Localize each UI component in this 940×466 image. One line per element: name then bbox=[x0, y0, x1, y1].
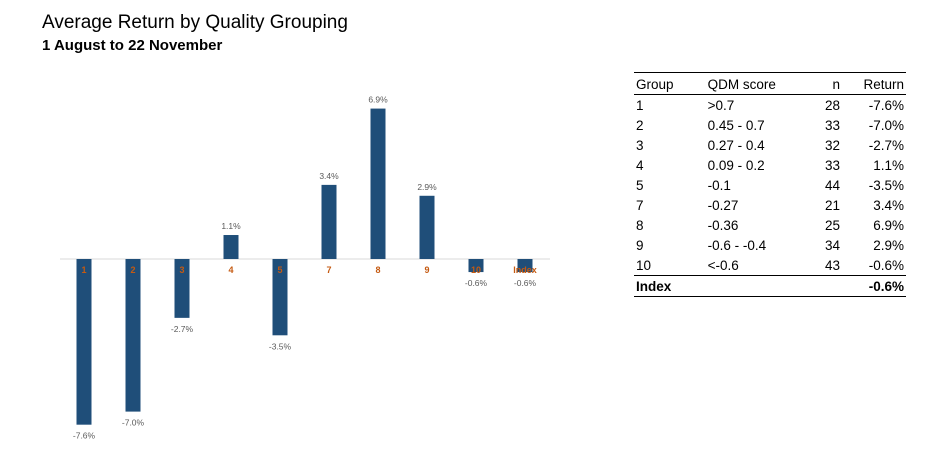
cell-n: 43 bbox=[824, 257, 841, 273]
chart-title: Average Return by Quality Grouping bbox=[42, 12, 348, 33]
bar bbox=[272, 259, 288, 336]
table-row: 10 <-0.6 43 -0.6% bbox=[634, 255, 906, 276]
bar bbox=[76, 259, 92, 425]
cell-n: 33 bbox=[824, 157, 841, 173]
bar bbox=[223, 235, 239, 259]
cell-return: -2.7% bbox=[868, 137, 904, 153]
cell-qdm-score: -0.27 bbox=[707, 197, 739, 213]
data-label: 6.9% bbox=[368, 95, 388, 105]
cell-group: 1 bbox=[636, 97, 644, 113]
category-label: Index bbox=[513, 265, 537, 275]
cell-qdm-score: -0.6 - -0.4 bbox=[707, 237, 767, 253]
cell-qdm-score: 0.09 - 0.2 bbox=[707, 157, 765, 173]
table-row: 9 -0.6 - -0.4 34 2.9% bbox=[634, 235, 906, 255]
table-header-row: Group QDM score n Return bbox=[634, 72, 906, 95]
footer-qdm-score bbox=[694, 276, 815, 297]
cell-n: 32 bbox=[824, 137, 841, 153]
cell-group: 9 bbox=[636, 237, 644, 253]
category-label: 1 bbox=[81, 265, 86, 275]
table-row: 1 >0.7 28 -7.6% bbox=[634, 95, 906, 116]
table-row: 2 0.45 - 0.7 33 -7.0% bbox=[634, 115, 906, 135]
data-label: -0.6% bbox=[465, 278, 488, 288]
header-return: Return bbox=[863, 76, 904, 92]
bar bbox=[517, 259, 533, 273]
cell-return: 6.9% bbox=[873, 217, 904, 233]
cell-n: 44 bbox=[824, 177, 841, 193]
data-label: -7.0% bbox=[122, 418, 145, 428]
table-row: 8 -0.36 25 6.9% bbox=[634, 215, 906, 235]
cell-return: 3.4% bbox=[873, 197, 904, 213]
bar bbox=[174, 259, 190, 318]
cell-n: 34 bbox=[824, 237, 841, 253]
cell-n: 25 bbox=[824, 217, 841, 233]
bar bbox=[419, 195, 435, 259]
chart-subtitle: 1 August to 22 November bbox=[42, 37, 223, 54]
data-label: -2.7% bbox=[171, 324, 194, 334]
cell-group: 2 bbox=[636, 117, 644, 133]
data-label: -3.5% bbox=[269, 341, 292, 351]
cell-return: 2.9% bbox=[873, 237, 904, 253]
header-n: n bbox=[832, 76, 841, 92]
category-label: 2 bbox=[130, 265, 135, 275]
cell-qdm-score: 0.27 - 0.4 bbox=[707, 137, 765, 153]
table-footer-row: Index -0.6% bbox=[634, 275, 906, 297]
category-label: 4 bbox=[228, 265, 233, 275]
cell-n: 21 bbox=[824, 197, 841, 213]
category-label: 9 bbox=[424, 265, 429, 275]
cell-return: 1.1% bbox=[873, 157, 904, 173]
data-label: -0.6% bbox=[514, 278, 537, 288]
category-label: 10 bbox=[471, 265, 481, 275]
data-label: 1.1% bbox=[221, 221, 241, 231]
category-label: 7 bbox=[326, 265, 331, 275]
table-row: 4 0.09 - 0.2 33 1.1% bbox=[634, 155, 906, 175]
footer-n bbox=[815, 276, 842, 297]
table-row: 3 0.27 - 0.4 32 -2.7% bbox=[634, 135, 906, 155]
cell-qdm-score: <-0.6 bbox=[707, 257, 739, 273]
bar bbox=[370, 108, 386, 259]
cell-return: -7.0% bbox=[868, 117, 904, 133]
cell-group: 10 bbox=[636, 257, 652, 273]
cell-group: 8 bbox=[636, 217, 644, 233]
cell-group: 5 bbox=[636, 177, 644, 193]
cell-return: -0.6% bbox=[868, 257, 904, 273]
category-label: 5 bbox=[277, 265, 282, 275]
cell-qdm-score: 0.45 - 0.7 bbox=[707, 117, 765, 133]
cell-return: -3.5% bbox=[868, 177, 904, 193]
bar bbox=[125, 259, 141, 412]
footer-return: -0.6% bbox=[868, 278, 904, 294]
footer-group: Index bbox=[636, 278, 672, 294]
table-row: 5 -0.1 44 -3.5% bbox=[634, 175, 906, 195]
cell-n: 33 bbox=[824, 117, 841, 133]
data-label: 2.9% bbox=[417, 182, 437, 192]
cell-n: 28 bbox=[824, 97, 841, 113]
bar bbox=[468, 259, 484, 273]
bar-chart: 1 -7.6% 2 -7.0% 3 -2.7% 4 1.1% 5 -3.5% 7 3.4% 8 6.9% 9… bbox=[60, 95, 550, 441]
returns-table: Group QDM score n Return 1 >0.7 28 -7.6% 2 0.… bbox=[634, 72, 906, 297]
header-qdm-score: QDM score bbox=[707, 76, 776, 92]
cell-qdm-score: >0.7 bbox=[707, 97, 735, 113]
category-label: 8 bbox=[375, 265, 380, 275]
data-label: -7.6% bbox=[73, 431, 96, 441]
cell-group: 4 bbox=[636, 157, 644, 173]
table-row: 7 -0.27 21 3.4% bbox=[634, 195, 906, 215]
data-label: 3.4% bbox=[319, 171, 339, 181]
cell-group: 3 bbox=[636, 137, 644, 153]
cell-group: 7 bbox=[636, 197, 644, 213]
header-group: Group bbox=[636, 76, 674, 92]
cell-return: -7.6% bbox=[868, 97, 904, 113]
bar bbox=[321, 184, 337, 259]
cell-qdm-score: -0.1 bbox=[707, 177, 731, 193]
category-label: 3 bbox=[179, 265, 184, 275]
cell-qdm-score: -0.36 bbox=[707, 217, 739, 233]
